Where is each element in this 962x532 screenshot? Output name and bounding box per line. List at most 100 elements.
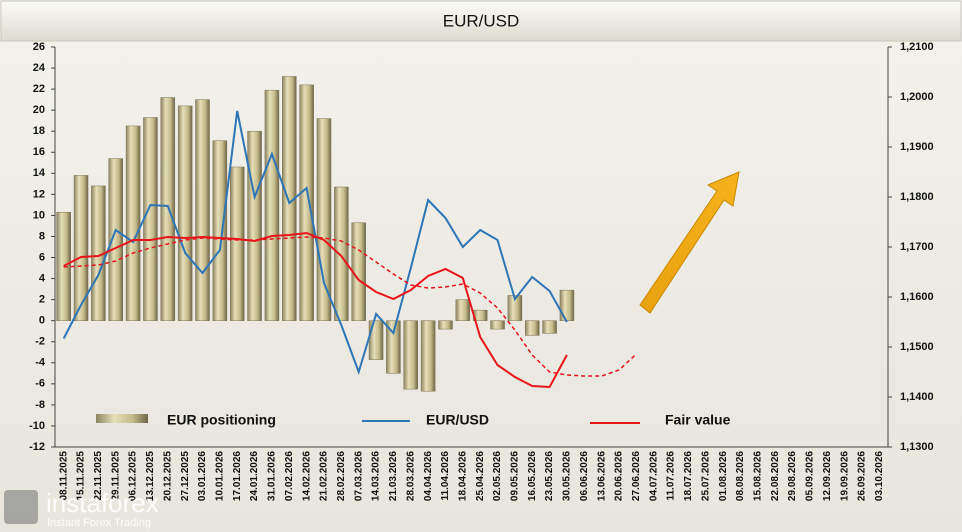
x-tick-label: 14.03.2026 [371, 451, 382, 501]
bar [73, 175, 89, 321]
x-tick-label: 04.04.2026 [423, 451, 434, 501]
x-tick-label: 21.03.2026 [388, 451, 399, 501]
x-tick-label: 20.06.2026 [614, 451, 625, 501]
legend-label: Fair value [665, 412, 731, 428]
x-tick-label: 14.02.2026 [301, 451, 312, 501]
bar [368, 320, 384, 360]
line [63, 231, 568, 389]
bar [420, 320, 436, 392]
y2-tick-label: 1,1400 [900, 391, 934, 403]
chart-title: EUR/USD [443, 11, 520, 30]
x-tick-label: 23.05.2026 [544, 451, 555, 501]
y-tick-label: 20 [33, 104, 45, 116]
x-tick-label: 02.05.2026 [492, 451, 503, 501]
x-tick-label: 28.03.2026 [405, 451, 416, 501]
y-tick-label: 2 [39, 294, 45, 306]
y2-tick-label: 1,1700 [900, 241, 934, 253]
y2-tick-label: 1,1800 [900, 191, 934, 203]
x-tick-label: 22.08.2026 [770, 451, 781, 501]
x-tick-label: 15.08.2026 [752, 451, 763, 501]
y2-tick-label: 1,2000 [900, 91, 934, 103]
y2-tick-label: 1,1600 [900, 291, 934, 303]
x-tick-label: 03.10.2026 [874, 451, 885, 501]
x-tick-label: 25.04.2026 [475, 451, 486, 501]
x-tick-label: 24.01.2026 [249, 451, 260, 501]
x-tick-label: 27.12.2025 [180, 451, 191, 501]
y-tick-label: 10 [33, 209, 45, 221]
y-tick-label: 8 [39, 230, 45, 242]
x-tick-label: 13.12.2025 [145, 451, 156, 501]
x-tick-label: 27.06.2026 [631, 451, 642, 501]
x-tick-label: 18.04.2026 [457, 451, 468, 501]
plot: -12-10-8-6-4-2024681012141618202224261,1… [29, 41, 934, 501]
bar [160, 97, 176, 321]
bar [299, 84, 314, 321]
x-tick-label: 11.07.2026 [666, 451, 677, 501]
x-tick-label: 26.09.2026 [857, 451, 868, 501]
tagline: Instant Forex Trading [47, 517, 151, 529]
y-tick-label: -6 [35, 378, 45, 390]
bar [403, 320, 419, 390]
bar [490, 320, 505, 330]
x-tick-label: 30.05.2026 [562, 451, 573, 501]
bar [438, 320, 453, 330]
y-tick-label: -2 [35, 336, 45, 348]
x-tick-label: 12.09.2026 [822, 451, 833, 501]
y-tick-label: 0 [39, 315, 45, 327]
x-tick-label: 17.01.2026 [232, 451, 243, 501]
x-tick-label: 09.05.2026 [510, 451, 521, 501]
x-tick-label: 25.07.2026 [700, 451, 711, 501]
bar [264, 89, 280, 321]
y-tick-label: 22 [33, 83, 45, 95]
x-tick-label: 15.11.2025 [76, 451, 87, 501]
x-tick-label: 10.01.2026 [215, 451, 226, 501]
x-tick-label: 07.03.2026 [353, 451, 364, 501]
trend-arrow [639, 171, 740, 314]
bar [247, 130, 262, 321]
x-tick-label: 08.08.2026 [735, 451, 746, 501]
x-tick-label: 22.11.2025 [93, 451, 104, 501]
x-tick-label: 07.02.2026 [284, 451, 295, 501]
y2-tick-label: 1,1300 [900, 441, 934, 453]
y-tick-label: -12 [29, 441, 45, 453]
bar [542, 320, 557, 334]
y-tick-label: 12 [33, 188, 45, 200]
bar [316, 118, 332, 321]
bar [143, 117, 158, 321]
x-tick-label: 06.06.2026 [579, 451, 590, 501]
y-tick-label: -10 [29, 420, 45, 432]
y-tick-label: 24 [33, 62, 46, 74]
bar [386, 320, 401, 374]
x-tick-label: 29.08.2026 [787, 451, 798, 501]
y-tick-label: 26 [33, 41, 45, 53]
x-tick-label: 21.02.2026 [319, 451, 330, 501]
legend-label: EUR/USD [426, 412, 489, 428]
x-tick-label: 08.11.2025 [58, 451, 69, 501]
bar [212, 140, 228, 321]
watermark: instaforex Instant Forex Trading [4, 488, 159, 529]
legend-swatch [96, 414, 148, 423]
y-tick-label: 14 [33, 167, 46, 179]
dashed-line [63, 236, 637, 377]
x-tick-label: 11.04.2026 [440, 451, 451, 501]
bar [524, 320, 540, 336]
x-tick-label: 01.08.2026 [718, 451, 729, 501]
x-tick-label: 06.12.2025 [128, 451, 139, 501]
y-tick-label: 6 [39, 251, 45, 263]
x-tick-label: 16.05.2026 [527, 451, 538, 501]
y2-tick-label: 1,1500 [900, 341, 934, 353]
x-tick-label: 05.09.2026 [805, 451, 816, 501]
y-tick-label: 16 [33, 146, 45, 158]
x-tick-label: 04.07.2026 [648, 451, 659, 501]
y-tick-label: -8 [35, 399, 45, 411]
x-tick-label: 31.01.2026 [267, 451, 278, 501]
x-tick-label: 18.07.2026 [683, 451, 694, 501]
y-tick-label: -4 [35, 357, 46, 369]
bar [455, 299, 471, 321]
y2-tick-label: 1,2100 [900, 41, 934, 53]
brand: instaforex [46, 488, 159, 518]
x-tick-label: 19.09.2026 [839, 451, 850, 501]
bar [125, 125, 141, 321]
